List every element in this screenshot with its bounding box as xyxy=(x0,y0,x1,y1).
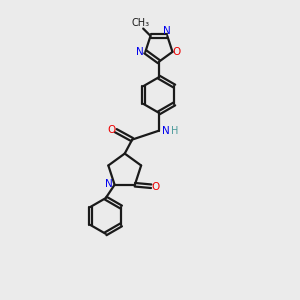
Text: CH₃: CH₃ xyxy=(131,18,149,28)
Text: N: N xyxy=(105,179,113,189)
Text: N: N xyxy=(136,47,144,57)
Text: H: H xyxy=(171,126,178,136)
Text: O: O xyxy=(107,125,116,135)
Text: O: O xyxy=(152,182,160,192)
Text: N: N xyxy=(163,26,171,37)
Text: N: N xyxy=(163,126,170,136)
Text: O: O xyxy=(172,47,181,57)
